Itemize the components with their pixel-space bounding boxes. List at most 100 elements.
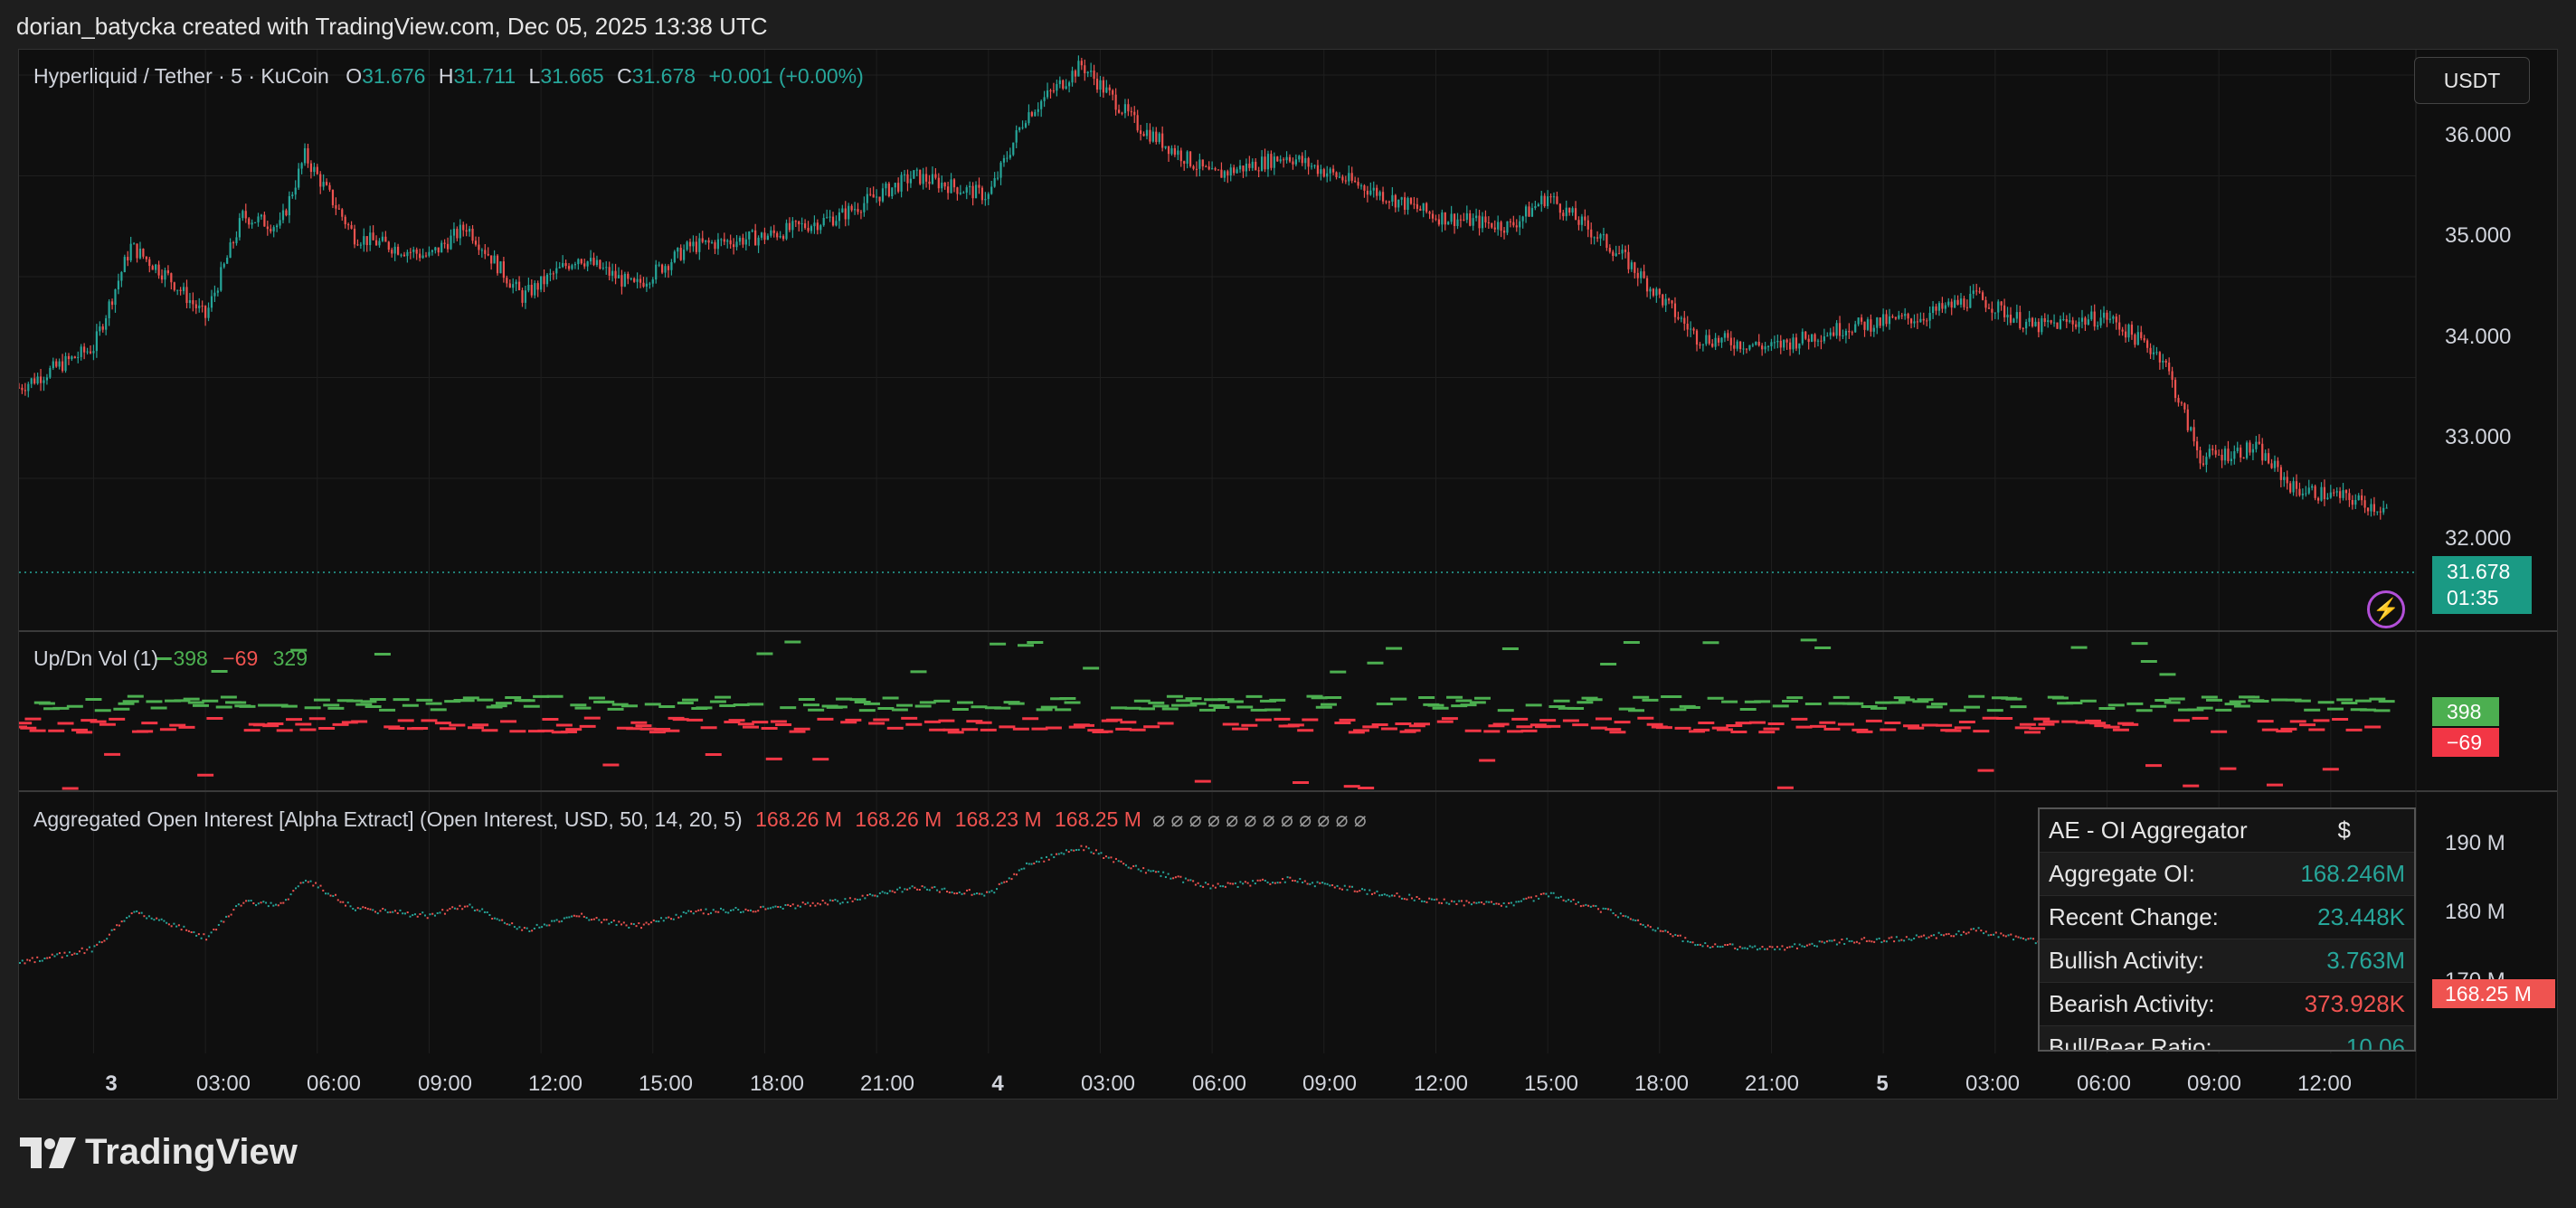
oi-point bbox=[2030, 937, 2032, 939]
oi-point bbox=[1346, 889, 1349, 892]
candle-body bbox=[136, 243, 138, 259]
candle-body bbox=[2052, 322, 2056, 324]
candle-body bbox=[238, 218, 242, 238]
oi-point bbox=[486, 911, 488, 913]
candle-body bbox=[857, 209, 859, 212]
candle-body bbox=[179, 289, 182, 291]
candle-body bbox=[337, 208, 340, 210]
oi-point bbox=[620, 923, 623, 926]
candle-body bbox=[257, 216, 260, 222]
candle-body bbox=[2361, 495, 2363, 501]
candle-body bbox=[686, 241, 688, 250]
symbol-title[interactable]: Hyperliquid / Tether · 5 · KuCoin bbox=[33, 64, 329, 88]
time-axis-label: 18:00 bbox=[749, 1071, 805, 1096]
candle-body bbox=[723, 239, 725, 242]
candle-body bbox=[157, 264, 160, 276]
volume-title[interactable]: Up/Dn Vol (1) bbox=[33, 646, 159, 670]
candle-body bbox=[1024, 123, 1028, 127]
candle-body bbox=[24, 390, 26, 392]
candle-body bbox=[43, 380, 45, 383]
candle-body bbox=[1826, 335, 1829, 337]
candle-body bbox=[1251, 161, 1254, 168]
candle-body bbox=[210, 296, 213, 308]
oi-point bbox=[652, 919, 655, 921]
candle-body bbox=[356, 244, 359, 246]
candle-body bbox=[763, 232, 766, 241]
candle-body bbox=[49, 368, 52, 378]
candle-body bbox=[2034, 321, 2037, 326]
currency-button[interactable]: USDT bbox=[2414, 57, 2530, 104]
symbol-legend: Hyperliquid / Tether · 5 · KuCoin O31.67… bbox=[33, 64, 864, 89]
oi-point bbox=[1283, 881, 1286, 883]
oi-point bbox=[28, 959, 31, 962]
candle-body bbox=[1662, 294, 1664, 306]
oi-point bbox=[1249, 884, 1252, 887]
oi-point bbox=[1043, 860, 1046, 863]
candle-body bbox=[651, 279, 654, 284]
candle-body bbox=[1009, 155, 1011, 158]
oi-title[interactable]: Aggregated Open Interest [Alpha Extract]… bbox=[33, 807, 743, 831]
candle-body bbox=[853, 209, 857, 211]
oi-point bbox=[819, 903, 821, 906]
candle-body bbox=[642, 282, 645, 287]
candle-body bbox=[592, 258, 595, 265]
candle-body bbox=[605, 267, 608, 269]
oi-point bbox=[262, 901, 265, 903]
oi-point bbox=[921, 885, 923, 888]
oi-point bbox=[1758, 948, 1761, 950]
candle-body bbox=[1270, 154, 1273, 168]
oi-point bbox=[1254, 882, 1256, 885]
candle-body bbox=[971, 185, 974, 199]
candle-body bbox=[1907, 314, 1909, 319]
candle-body bbox=[2366, 507, 2370, 512]
oi-panel-label: Bullish Activity: bbox=[2049, 947, 2204, 974]
candle-body bbox=[2075, 324, 2078, 327]
oi-point bbox=[867, 894, 869, 897]
oi-point bbox=[591, 919, 593, 921]
chart-area[interactable]: Hyperliquid / Tether · 5 · KuCoin O31.67… bbox=[18, 49, 2558, 1099]
oi-point bbox=[213, 928, 215, 930]
oi-point bbox=[1878, 937, 1880, 939]
candle-body bbox=[1764, 346, 1766, 350]
candle-body bbox=[1170, 147, 1173, 155]
oi-point bbox=[993, 892, 996, 894]
candle-body bbox=[1394, 194, 1397, 208]
candle-body bbox=[2059, 319, 2062, 329]
candle-body bbox=[1189, 151, 1192, 166]
price-axis-label: 34.000 bbox=[2445, 325, 2512, 349]
oi-point bbox=[680, 915, 683, 918]
oi-point bbox=[864, 897, 867, 900]
oi-point bbox=[1821, 940, 1823, 943]
oi-point bbox=[1142, 867, 1145, 870]
candle-body bbox=[1112, 90, 1114, 95]
candle-body bbox=[242, 211, 244, 219]
candle-body bbox=[1766, 345, 1770, 347]
candle-body bbox=[372, 232, 374, 241]
oi-point bbox=[2034, 942, 2037, 945]
candle-body bbox=[1416, 203, 1418, 209]
lightning-icon[interactable]: ⚡ bbox=[2367, 590, 2405, 628]
candle-body bbox=[1686, 324, 1689, 330]
candle-body bbox=[2190, 427, 2192, 430]
candle-body bbox=[1226, 171, 1229, 175]
oi-point bbox=[1704, 942, 1707, 945]
oi-point bbox=[558, 920, 561, 923]
candle-body bbox=[270, 229, 272, 231]
oi-point bbox=[1239, 881, 1242, 883]
oi-series bbox=[19, 845, 2276, 992]
tradingview-logo[interactable]: TradingView bbox=[20, 1132, 298, 1173]
oi-point bbox=[143, 915, 146, 918]
candle-body bbox=[281, 210, 285, 221]
oi-point bbox=[1831, 939, 1833, 942]
oi-point bbox=[449, 908, 451, 911]
oi-point bbox=[1848, 939, 1851, 942]
oi-point bbox=[1983, 932, 1985, 935]
oi-point bbox=[78, 950, 80, 953]
candle-body bbox=[459, 224, 461, 239]
oi-point bbox=[406, 911, 409, 914]
oi-point bbox=[1433, 899, 1435, 901]
oi-point bbox=[302, 882, 305, 884]
oi-point bbox=[1681, 939, 1684, 942]
candle-body bbox=[19, 387, 21, 389]
oi-point bbox=[147, 915, 150, 918]
